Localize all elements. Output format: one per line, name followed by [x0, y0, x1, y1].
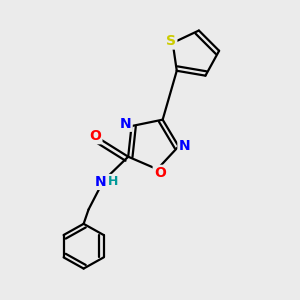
Text: S: S [166, 34, 176, 48]
Text: N: N [94, 175, 106, 189]
Text: N: N [120, 116, 131, 130]
Text: N: N [179, 139, 190, 153]
Text: O: O [154, 166, 166, 180]
Text: H: H [107, 175, 118, 188]
Text: O: O [89, 129, 101, 143]
